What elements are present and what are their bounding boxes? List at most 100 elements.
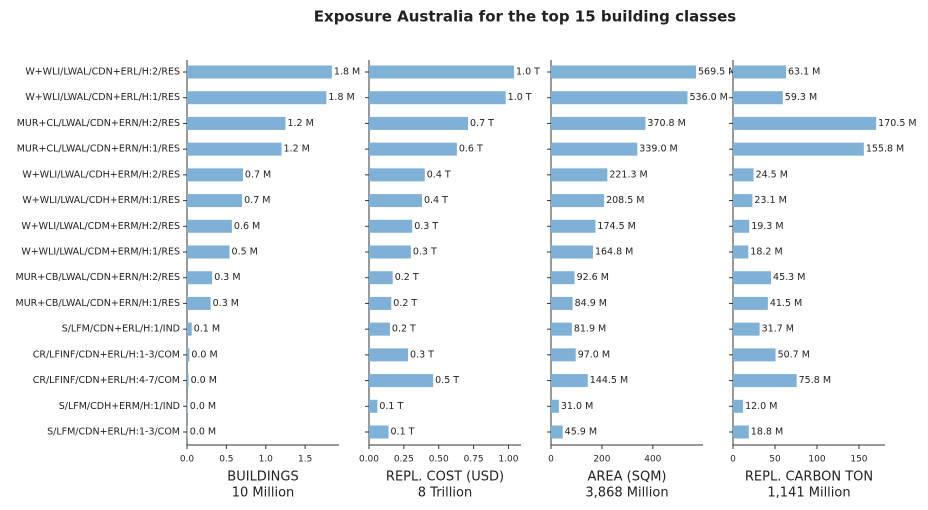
- value-label: 144.5 M: [590, 375, 628, 386]
- x-tick-label: 0.00: [359, 455, 379, 465]
- bar: [187, 65, 332, 79]
- value-label: 18.2 M: [750, 247, 782, 258]
- value-label: 569.5 M: [698, 67, 736, 78]
- bar: [551, 219, 596, 233]
- value-label: 1.0 T: [508, 92, 532, 103]
- bar: [733, 374, 797, 388]
- value-label: 41.5 M: [770, 298, 802, 309]
- bar: [733, 271, 772, 285]
- bar: [551, 142, 638, 156]
- x-tick-label: 1.5: [298, 455, 312, 465]
- bar: [551, 374, 588, 388]
- value-label: 339.0 M: [639, 144, 677, 155]
- bar: [733, 65, 786, 79]
- chart-title: Exposure Australia for the top 15 buildi…: [314, 8, 737, 26]
- value-label: 0.2 T: [392, 324, 416, 335]
- x-axis-label: REPL. COST (USD): [386, 470, 504, 485]
- bar: [551, 348, 576, 362]
- bar: [369, 245, 411, 259]
- value-label: 164.8 M: [595, 247, 633, 258]
- bar: [733, 219, 750, 233]
- y-tick-label: MUR+CL/LWAL/CDN+ERN/H:1/RES: [17, 144, 180, 155]
- bar: [733, 425, 749, 439]
- bar: [369, 168, 425, 182]
- x-tick-label: 0.50: [429, 455, 449, 465]
- bar: [369, 194, 422, 208]
- bar: [733, 91, 783, 105]
- value-label: 0.2 T: [393, 298, 417, 309]
- x-axis-note: 10 Million: [232, 486, 295, 501]
- bar: [187, 116, 286, 130]
- y-tick-label: W+WLI/LWAL/CDH+ERM/H:2/RES: [22, 169, 180, 180]
- bar: [551, 91, 688, 105]
- bar: [733, 399, 744, 413]
- value-label: 0.7 M: [244, 195, 270, 206]
- bar: [187, 374, 189, 388]
- x-axis-label: BUILDINGS: [227, 470, 298, 485]
- value-label: 0.4 T: [427, 169, 451, 180]
- value-label: 0.3 T: [410, 349, 434, 360]
- bar: [551, 194, 605, 208]
- value-label: 18.8 M: [751, 427, 783, 438]
- bar: [551, 399, 559, 413]
- value-label: 370.8 M: [647, 118, 685, 129]
- bar: [551, 65, 696, 79]
- bar: [187, 194, 243, 208]
- x-tick-label: 200: [593, 455, 610, 465]
- bar: [187, 142, 282, 156]
- value-label: 0.6 T: [459, 144, 483, 155]
- y-tick-label: MUR+CL/LWAL/CDN+ERN/H:2/RES: [17, 118, 180, 129]
- bar: [187, 322, 192, 336]
- y-tick-label: MUR+CB/LWAL/CDN+ERN/H:1/RES: [16, 298, 181, 309]
- bar: [369, 296, 392, 310]
- x-tick-label: 50: [769, 455, 781, 465]
- y-tick-label: S/LFM/CDN+ERL/H:1-3/COM: [47, 427, 180, 438]
- y-tick-label: CR/LFINF/CDN+ERL/H:4-7/COM: [33, 375, 180, 386]
- value-label: 0.0 M: [190, 401, 216, 412]
- bar: [369, 65, 515, 79]
- value-label: 208.5 M: [606, 195, 644, 206]
- value-label: 1.2 M: [287, 118, 313, 129]
- bar: [369, 322, 390, 336]
- bar: [187, 425, 188, 439]
- bar: [551, 322, 572, 336]
- value-label: 1.8 M: [328, 92, 354, 103]
- value-label: 536.0 M: [689, 92, 727, 103]
- bar: [551, 271, 575, 285]
- x-tick-label: 0.25: [394, 455, 414, 465]
- value-label: 0.3 M: [213, 298, 239, 309]
- y-tick-label: CR/LFINF/CDN+ERL/H:1-3/COM: [33, 349, 180, 360]
- bar: [187, 399, 188, 413]
- bar: [733, 168, 754, 182]
- y-tick-label: W+WLI/LWAL/CDN+ERL/H:1/RES: [25, 92, 180, 103]
- bar: [551, 245, 593, 259]
- bar: [551, 296, 573, 310]
- x-axis-note: 8 Trillion: [418, 486, 472, 501]
- bar: [733, 245, 749, 259]
- bar: [369, 348, 409, 362]
- value-label: 0.6 M: [234, 221, 260, 232]
- bar: [187, 91, 327, 105]
- value-label: 174.5 M: [597, 221, 635, 232]
- bar: [733, 142, 864, 156]
- value-label: 23.1 M: [754, 195, 786, 206]
- bar: [369, 271, 393, 285]
- value-label: 45.3 M: [773, 272, 805, 283]
- bar: [369, 142, 457, 156]
- value-label: 24.5 M: [756, 169, 788, 180]
- value-label: 0.5 T: [435, 375, 459, 386]
- value-label: 97.0 M: [578, 349, 610, 360]
- value-label: 81.9 M: [574, 324, 606, 335]
- value-label: 19.3 M: [751, 221, 783, 232]
- x-tick-label: 0.75: [464, 455, 484, 465]
- y-tick-label: S/LFM/CDH+ERM/H:1/IND: [59, 401, 180, 412]
- value-label: 0.1 T: [379, 401, 403, 412]
- value-label: 59.3 M: [785, 92, 817, 103]
- bar: [187, 219, 232, 233]
- bar: [733, 348, 776, 362]
- value-label: 1.0 T: [516, 67, 540, 78]
- value-label: 0.0 M: [190, 427, 216, 438]
- value-label: 63.1 M: [788, 67, 820, 78]
- value-label: 50.7 M: [778, 349, 810, 360]
